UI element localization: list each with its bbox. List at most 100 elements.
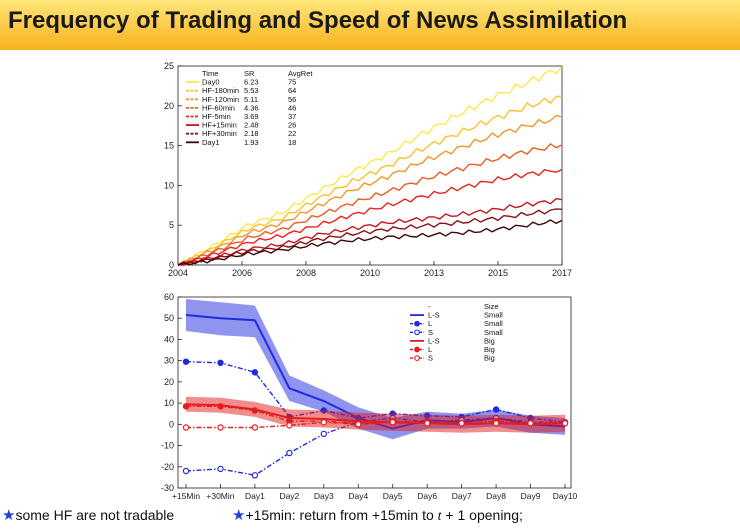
x-tick-label: 2008 [296, 268, 316, 278]
legend-name: HF-120min [202, 95, 239, 104]
x-tick-label: Day8 [486, 491, 506, 501]
x-tick-label: Day3 [314, 491, 334, 501]
legend-size: Big [484, 336, 495, 345]
legend-header: SR [244, 69, 255, 78]
legend-sr: 6.23 [244, 78, 259, 87]
data-point [251, 369, 259, 376]
legend-marker [414, 320, 420, 327]
legend-avgret: 64 [288, 86, 296, 95]
legend-size: Big [484, 345, 495, 354]
x-tick-label: +15Min [172, 491, 200, 501]
footnote-left: ★some HF are not tradable [2, 506, 174, 524]
x-tick-label: 2004 [168, 268, 188, 278]
legend-name: L [428, 345, 432, 354]
legend-avgret: 26 [288, 121, 296, 130]
legend-avgret: 75 [288, 78, 296, 87]
y-tick-label: 20 [164, 377, 174, 387]
series-line [177, 168, 563, 266]
legend-header: AvgRet [288, 69, 313, 78]
legend-avgret: 37 [288, 112, 296, 121]
legend-name: HF-60min [202, 103, 235, 112]
data-point [217, 465, 224, 473]
x-tick-label: 2006 [232, 268, 252, 278]
y-tick-label: 25 [164, 61, 174, 71]
legend-name: L-S [428, 336, 440, 345]
star-icon: ★ [2, 507, 16, 524]
x-tick-label: 2010 [360, 268, 380, 278]
data-point [182, 403, 190, 410]
legend-name: S [428, 328, 433, 337]
y-tick-label: 20 [164, 101, 174, 111]
legend-sr: 1.93 [244, 138, 259, 147]
y-tick-label: -30 [161, 483, 174, 493]
footnote-right-suffix: + 1 opening; [441, 507, 523, 523]
legend-name: Day0 [202, 78, 220, 87]
cumulative-return-chart: 0 5 10 15 20 25 2004 2006 2008 2010 2013 2015 2017 Ti… [164, 61, 572, 278]
x-tick-label: Day6 [417, 491, 437, 501]
data-point [320, 430, 327, 438]
event-return-chart: -30 -20 -10 0 10 20 30 40 50 60 +15Min +30Min Day1 Da… [161, 292, 578, 501]
data-point [389, 418, 396, 426]
y-tick-label: 15 [164, 141, 174, 151]
data-point [320, 418, 327, 426]
x-tick-label: Day7 [452, 491, 472, 501]
x-tick-label: Day1 [245, 491, 265, 501]
legend-avgret: 46 [288, 103, 296, 112]
series-line [177, 66, 563, 266]
legend-sr: 4.36 [244, 103, 259, 112]
data-point [251, 472, 259, 479]
legend-name: L-S [428, 311, 440, 320]
y-tick-label: 60 [164, 292, 174, 302]
y-tick-label: 0 [169, 260, 174, 270]
data-point [182, 424, 190, 431]
series-line [178, 197, 563, 266]
legend-name: HF+15min [202, 121, 237, 130]
data-point [527, 420, 534, 427]
footnote-left-text: some HF are not tradable [15, 507, 175, 523]
legend-avgret: 22 [288, 129, 296, 138]
legend-name: HF-180min [202, 86, 239, 95]
legend-sr: 5.53 [244, 86, 259, 95]
x-tick-label: Day4 [348, 491, 368, 501]
legend-marker [414, 346, 420, 353]
series-line [177, 95, 563, 266]
legend-size: Small [484, 319, 503, 328]
y-tick-label: -20 [161, 462, 174, 472]
series-line [186, 421, 565, 429]
y-tick-label: -10 [161, 441, 174, 451]
x-tick-label: Day2 [279, 491, 299, 501]
y-tick-label: 5 [169, 220, 174, 230]
series-line [177, 114, 563, 266]
data-point [286, 422, 293, 429]
legend-name: L [428, 319, 432, 328]
legend-sr: 2.18 [244, 129, 259, 138]
y-tick-label: 30 [164, 356, 174, 366]
footnote-right: ★+15min: return from +15min to t + 1 ope… [232, 506, 523, 525]
legend-size: Small [484, 328, 503, 337]
series-line [177, 208, 563, 266]
data-point [424, 420, 431, 427]
y-tick-label: 10 [164, 398, 174, 408]
legend-name: Day1 [202, 138, 220, 147]
x-tick-label: Day9 [521, 491, 541, 501]
y-tick-label: 40 [164, 334, 174, 344]
legend-marker [414, 329, 420, 336]
data-point [182, 467, 190, 475]
legend-header: - [428, 302, 431, 311]
data-point [182, 358, 190, 365]
legend-marker [414, 355, 420, 361]
series-line [186, 405, 566, 425]
x-tick-label: 2013 [424, 268, 444, 278]
title-banner: Frequency of Trading and Speed of News A… [0, 0, 740, 50]
legend-avgret: 56 [288, 95, 296, 104]
series-line [177, 142, 563, 266]
legend-sr: 5.11 [244, 95, 258, 104]
legend-size: Small [484, 311, 503, 320]
x-tick-label: 2017 [552, 268, 572, 278]
x-tick-label: Day5 [383, 491, 403, 501]
data-point [492, 406, 500, 413]
series-line [177, 219, 563, 266]
x-tick-label: 2015 [488, 268, 508, 278]
legend-name: HF+30min [202, 129, 237, 138]
plot-frame [177, 65, 563, 266]
